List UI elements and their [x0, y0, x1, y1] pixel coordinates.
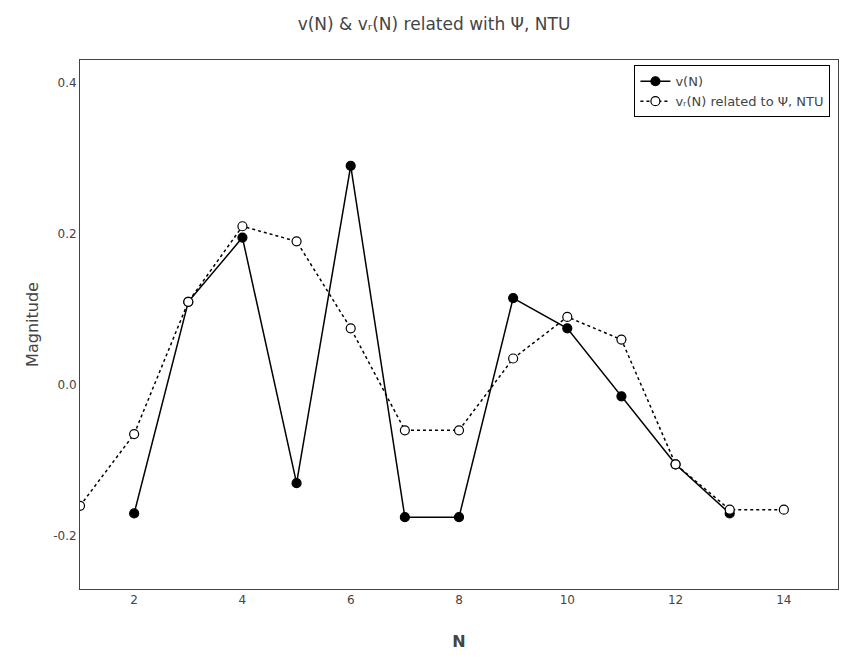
- svg-text:12: 12: [668, 593, 683, 607]
- svg-text:v(N) & vᵣ(N) related with Ψ, N: v(N) & vᵣ(N) related with Ψ, NTU: [298, 14, 571, 34]
- svg-text:Magnitude: Magnitude: [23, 282, 42, 367]
- svg-text:6: 6: [347, 593, 355, 607]
- svg-text:10: 10: [560, 593, 575, 607]
- svg-text:0.2: 0.2: [58, 227, 77, 241]
- svg-text:N: N: [452, 632, 465, 651]
- svg-text:vᵣ(N) related to Ψ, NTU: vᵣ(N) related to Ψ, NTU: [675, 94, 823, 109]
- svg-text:-0.2: -0.2: [53, 529, 76, 543]
- svg-text:2: 2: [130, 593, 138, 607]
- svg-text:14: 14: [776, 593, 791, 607]
- svg-text:0.0: 0.0: [58, 378, 77, 392]
- svg-text:0.4: 0.4: [58, 76, 77, 90]
- svg-text:8: 8: [455, 593, 463, 607]
- svg-text:v(N): v(N): [675, 74, 703, 89]
- svg-text:4: 4: [239, 593, 247, 607]
